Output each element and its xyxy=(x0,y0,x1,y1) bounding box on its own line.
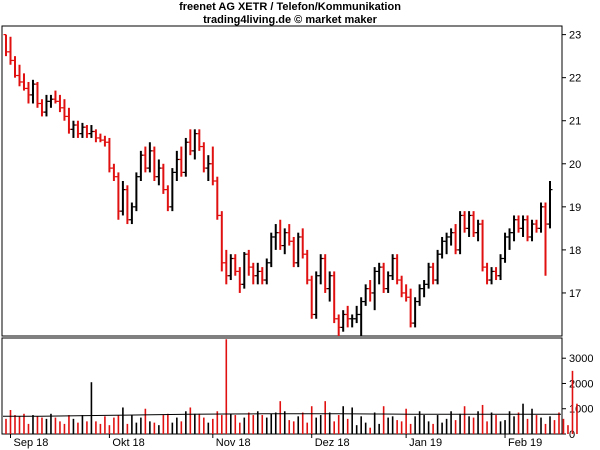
x-tick-label: Feb 19 xyxy=(508,437,542,449)
volume-tick-label: 2000 xyxy=(569,378,593,390)
price-tick-label: 22 xyxy=(569,73,581,85)
price-tick-label: 17 xyxy=(569,288,581,300)
x-tick-label: Sep 18 xyxy=(13,437,48,449)
price-panel-frame xyxy=(1,25,563,337)
volume-tick-label: 3000 xyxy=(569,353,593,365)
price-tick-label: 20 xyxy=(569,159,581,171)
x-tick-label: Okt 18 xyxy=(112,437,144,449)
price-tick-label: 23 xyxy=(569,30,581,42)
x-tick-label: Nov 18 xyxy=(216,437,251,449)
x-tick-label: Jan 19 xyxy=(409,437,442,449)
volume-tick-label: 1000 xyxy=(569,404,593,416)
price-tick-label: 19 xyxy=(569,202,581,214)
chart-title: freenet AG XETR / Telefon/Kommunikation xyxy=(179,1,401,13)
price-tick-label: 18 xyxy=(569,245,581,257)
chart-subtitle: trading4living.de © market maker xyxy=(203,14,377,26)
volume-panel-frame xyxy=(1,337,563,435)
price-tick-label: 21 xyxy=(569,116,581,128)
x-tick-label: Dez 18 xyxy=(315,437,350,449)
volume-average-line xyxy=(3,413,561,417)
volume-tick-label: 0 xyxy=(569,429,575,441)
